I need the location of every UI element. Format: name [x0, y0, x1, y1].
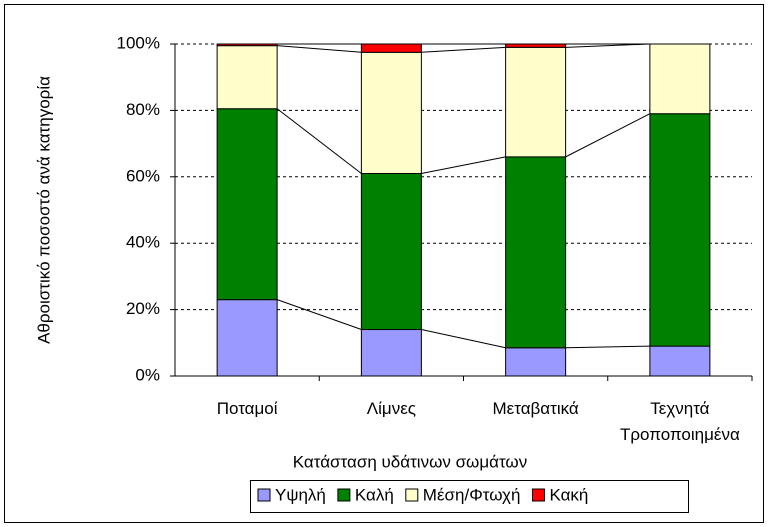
series-line — [421, 156, 506, 174]
bar-segment — [360, 43, 422, 53]
bar-segment — [505, 156, 567, 349]
bar-segment — [505, 347, 567, 377]
legend-box — [250, 480, 689, 513]
legend-swatch — [531, 488, 545, 502]
x-tick-label: Ποταμοί — [216, 399, 278, 418]
bar-segment — [216, 299, 278, 377]
series-line — [276, 108, 362, 174]
bar-segment — [649, 345, 711, 377]
bar-segment — [360, 51, 422, 174]
y-tick-label: 60% — [126, 166, 160, 185]
bar-segment — [649, 113, 711, 347]
legend-swatch — [337, 488, 351, 502]
y-tick-label: 80% — [126, 100, 160, 119]
y-tick-label: 40% — [126, 233, 160, 252]
x-tick-label: Τεχνητά Τροποποιημένα — [619, 399, 740, 444]
series-line — [565, 43, 650, 48]
bar-segment — [505, 46, 567, 158]
legend-label: Υψηλή — [275, 485, 326, 504]
series-line — [277, 45, 362, 53]
legend-swatch — [257, 488, 271, 502]
series-line — [421, 329, 506, 349]
y-tick-label: 100% — [117, 33, 160, 52]
y-tick-label: 0% — [135, 365, 160, 384]
bar-segment — [360, 172, 422, 331]
legend-label: Μέση/Φτωχή — [423, 485, 521, 504]
x-tick-label: Μεταβατικά — [492, 399, 579, 418]
bar-segment — [216, 45, 278, 110]
bar-segment — [216, 43, 278, 47]
series-line — [565, 113, 651, 158]
x-axis-title: Κατάσταση υδάτινων σωμάτων — [293, 452, 527, 471]
bar-segment — [649, 43, 711, 115]
y-tick-label: 20% — [126, 299, 160, 318]
series-line — [421, 46, 506, 53]
bar-segment — [505, 43, 567, 48]
series-line — [276, 299, 362, 330]
legend-label: Κακή — [549, 485, 588, 504]
x-tick-label: Λίμνες — [366, 399, 416, 418]
y-axis-title: Αθροιστικό ποσοστό ανά κατηγορία — [34, 76, 53, 344]
legend-label: Καλή — [355, 485, 394, 504]
bar-segment — [216, 108, 278, 301]
bar-segment — [360, 329, 422, 377]
legend-swatch — [405, 488, 419, 502]
series-line — [565, 345, 650, 349]
